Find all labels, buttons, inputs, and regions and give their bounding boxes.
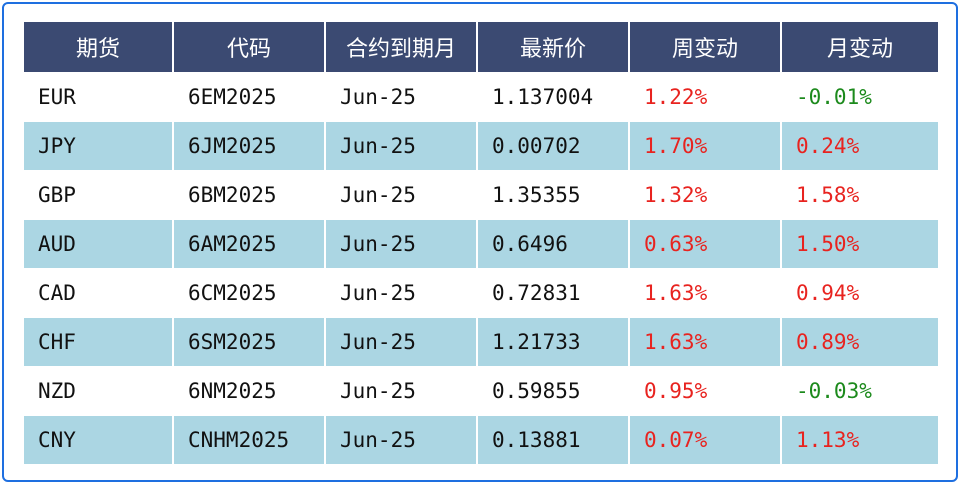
cell-weekly-change: 1.32% <box>630 170 782 219</box>
table-row: EUR 6EM2025 Jun-25 1.137004 1.22% -0.01% <box>24 72 938 121</box>
cell-price: 0.00702 <box>478 121 630 170</box>
cell-price: 0.13881 <box>478 415 630 464</box>
cell-monthly-change: 0.94% <box>782 268 938 317</box>
cell-code: 6BM2025 <box>174 170 326 219</box>
cell-monthly-change: 0.24% <box>782 121 938 170</box>
cell-price: 0.72831 <box>478 268 630 317</box>
cell-future: AUD <box>24 219 174 268</box>
cell-code: 6SM2025 <box>174 317 326 366</box>
header-code: 代码 <box>174 22 326 72</box>
header-row: 期货 代码 合约到期月 最新价 周变动 月变动 <box>24 22 938 72</box>
cell-weekly-change: 0.95% <box>630 366 782 415</box>
cell-code: 6CM2025 <box>174 268 326 317</box>
table-row: CHF 6SM2025 Jun-25 1.21733 1.63% 0.89% <box>24 317 938 366</box>
cell-expiry: Jun-25 <box>326 170 478 219</box>
cell-future: CNY <box>24 415 174 464</box>
header-weekly-change: 周变动 <box>630 22 782 72</box>
cell-future: JPY <box>24 121 174 170</box>
cell-future: CAD <box>24 268 174 317</box>
table-row: AUD 6AM2025 Jun-25 0.6496 0.63% 1.50% <box>24 219 938 268</box>
cell-expiry: Jun-25 <box>326 121 478 170</box>
cell-future: EUR <box>24 72 174 121</box>
table-row: CNY CNHM2025 Jun-25 0.13881 0.07% 1.13% <box>24 415 938 464</box>
cell-expiry: Jun-25 <box>326 219 478 268</box>
cell-code: CNHM2025 <box>174 415 326 464</box>
cell-weekly-change: 0.63% <box>630 219 782 268</box>
cell-expiry: Jun-25 <box>326 415 478 464</box>
header-price: 最新价 <box>478 22 630 72</box>
cell-weekly-change: 1.22% <box>630 72 782 121</box>
cell-price: 1.21733 <box>478 317 630 366</box>
header-monthly-change: 月变动 <box>782 22 938 72</box>
cell-monthly-change: -0.03% <box>782 366 938 415</box>
cell-expiry: Jun-25 <box>326 268 478 317</box>
cell-price: 0.6496 <box>478 219 630 268</box>
cell-weekly-change: 1.63% <box>630 268 782 317</box>
cell-expiry: Jun-25 <box>326 72 478 121</box>
cell-monthly-change: -0.01% <box>782 72 938 121</box>
cell-monthly-change: 1.13% <box>782 415 938 464</box>
cell-price: 1.35355 <box>478 170 630 219</box>
cell-code: 6JM2025 <box>174 121 326 170</box>
cell-monthly-change: 1.58% <box>782 170 938 219</box>
table-header: 期货 代码 合约到期月 最新价 周变动 月变动 <box>24 22 938 72</box>
cell-code: 6EM2025 <box>174 72 326 121</box>
header-expiry: 合约到期月 <box>326 22 478 72</box>
cell-future: CHF <box>24 317 174 366</box>
cell-weekly-change: 0.07% <box>630 415 782 464</box>
cell-monthly-change: 1.50% <box>782 219 938 268</box>
cell-future: NZD <box>24 366 174 415</box>
table-row: CAD 6CM2025 Jun-25 0.72831 1.63% 0.94% <box>24 268 938 317</box>
cell-expiry: Jun-25 <box>326 366 478 415</box>
table-body: EUR 6EM2025 Jun-25 1.137004 1.22% -0.01% JPY 6J… <box>24 72 938 464</box>
cell-monthly-change: 0.89% <box>782 317 938 366</box>
table-row: GBP 6BM2025 Jun-25 1.35355 1.32% 1.58% <box>24 170 938 219</box>
cell-price: 1.137004 <box>478 72 630 121</box>
futures-table: 期货 代码 合约到期月 最新价 周变动 月变动 EUR 6EM2025 Jun-25… <box>24 22 938 464</box>
cell-expiry: Jun-25 <box>326 317 478 366</box>
cell-weekly-change: 1.70% <box>630 121 782 170</box>
cell-future: GBP <box>24 170 174 219</box>
cell-price: 0.59855 <box>478 366 630 415</box>
table-row: NZD 6NM2025 Jun-25 0.59855 0.95% -0.03% <box>24 366 938 415</box>
header-future: 期货 <box>24 22 174 72</box>
cell-code: 6NM2025 <box>174 366 326 415</box>
table-row: JPY 6JM2025 Jun-25 0.00702 1.70% 0.24% <box>24 121 938 170</box>
cell-code: 6AM2025 <box>174 219 326 268</box>
cell-weekly-change: 1.63% <box>630 317 782 366</box>
